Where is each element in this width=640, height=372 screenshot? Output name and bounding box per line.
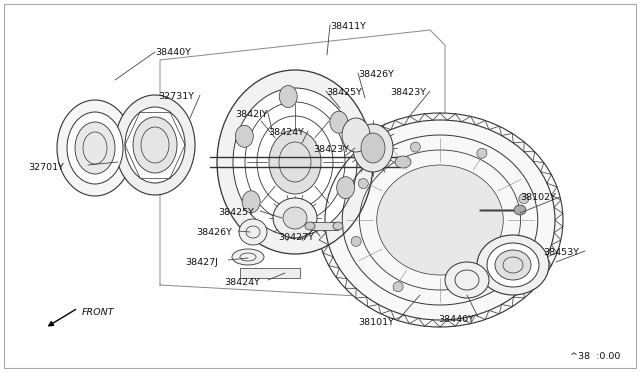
Ellipse shape (269, 130, 321, 194)
Text: 38440Y: 38440Y (155, 48, 191, 57)
Ellipse shape (514, 205, 526, 215)
Ellipse shape (273, 198, 317, 238)
Ellipse shape (460, 288, 470, 298)
Text: 32731Y: 32731Y (158, 92, 194, 101)
Ellipse shape (395, 156, 411, 168)
Ellipse shape (236, 125, 253, 147)
Text: 38425Y: 38425Y (218, 208, 254, 217)
Ellipse shape (512, 251, 522, 262)
Ellipse shape (393, 282, 403, 292)
Ellipse shape (495, 250, 531, 280)
Ellipse shape (317, 113, 563, 327)
Ellipse shape (115, 95, 195, 195)
Text: FRONT: FRONT (82, 308, 115, 317)
Text: ^38  :0.00: ^38 :0.00 (570, 352, 620, 361)
Text: 38423Y: 38423Y (390, 88, 426, 97)
Text: 38440Y: 38440Y (438, 315, 474, 324)
Ellipse shape (217, 70, 373, 254)
Text: 38102Y: 38102Y (520, 193, 556, 202)
Ellipse shape (67, 112, 123, 184)
Ellipse shape (239, 219, 267, 245)
Ellipse shape (410, 142, 420, 152)
Text: 38427J: 38427J (185, 258, 218, 267)
Ellipse shape (305, 222, 315, 230)
Text: 38424Y: 38424Y (224, 278, 260, 287)
Text: 38426Y: 38426Y (358, 70, 394, 79)
Ellipse shape (353, 124, 393, 172)
Ellipse shape (283, 207, 307, 229)
Text: 38426Y: 38426Y (196, 228, 232, 237)
Ellipse shape (75, 122, 115, 174)
Ellipse shape (377, 165, 503, 275)
Text: 38411Y: 38411Y (330, 22, 366, 31)
Text: 38423Y: 38423Y (313, 145, 349, 154)
Ellipse shape (333, 222, 343, 230)
Ellipse shape (242, 191, 260, 213)
Ellipse shape (233, 88, 357, 236)
Text: 3842lY: 3842lY (235, 110, 268, 119)
Ellipse shape (57, 100, 133, 196)
Ellipse shape (487, 243, 539, 287)
Ellipse shape (279, 86, 297, 108)
Text: 30427Y: 30427Y (278, 233, 314, 242)
Text: 38453Y: 38453Y (543, 248, 579, 257)
Bar (240, 268, 300, 278)
Ellipse shape (477, 235, 549, 295)
Ellipse shape (125, 107, 185, 183)
Ellipse shape (445, 262, 489, 298)
Ellipse shape (337, 177, 355, 199)
Ellipse shape (330, 111, 348, 133)
Text: 32701Y: 32701Y (28, 163, 64, 172)
Ellipse shape (232, 249, 264, 265)
Text: 38425Y: 38425Y (326, 88, 362, 97)
Ellipse shape (361, 133, 385, 163)
Ellipse shape (351, 236, 361, 246)
Ellipse shape (342, 118, 370, 152)
Ellipse shape (133, 117, 177, 173)
Ellipse shape (477, 148, 487, 158)
Ellipse shape (358, 179, 368, 189)
Ellipse shape (519, 193, 529, 203)
Text: 38424Y: 38424Y (268, 128, 304, 137)
Ellipse shape (292, 217, 311, 238)
Text: 38101Y: 38101Y (358, 318, 394, 327)
Bar (310, 222, 338, 230)
